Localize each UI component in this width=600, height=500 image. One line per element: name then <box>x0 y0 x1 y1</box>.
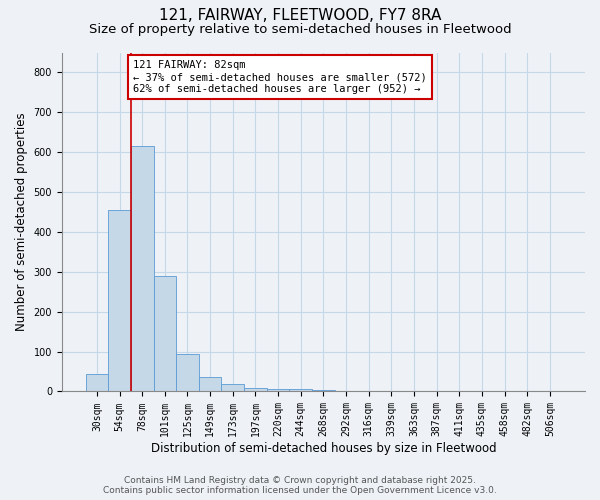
Bar <box>108 210 131 392</box>
Bar <box>312 390 335 392</box>
Bar <box>86 374 108 392</box>
Bar <box>154 276 176 392</box>
Text: Contains HM Land Registry data © Crown copyright and database right 2025.
Contai: Contains HM Land Registry data © Crown c… <box>103 476 497 495</box>
Bar <box>267 390 289 392</box>
Bar <box>289 390 312 392</box>
Text: 121 FAIRWAY: 82sqm
← 37% of semi-detached houses are smaller (572)
62% of semi-d: 121 FAIRWAY: 82sqm ← 37% of semi-detache… <box>133 60 427 94</box>
Bar <box>176 354 199 392</box>
Bar <box>131 146 154 392</box>
Bar <box>244 388 267 392</box>
Text: Size of property relative to semi-detached houses in Fleetwood: Size of property relative to semi-detach… <box>89 22 511 36</box>
Y-axis label: Number of semi-detached properties: Number of semi-detached properties <box>15 112 28 332</box>
Bar <box>221 384 244 392</box>
Bar <box>199 376 221 392</box>
X-axis label: Distribution of semi-detached houses by size in Fleetwood: Distribution of semi-detached houses by … <box>151 442 496 455</box>
Text: 121, FAIRWAY, FLEETWOOD, FY7 8RA: 121, FAIRWAY, FLEETWOOD, FY7 8RA <box>159 8 441 22</box>
